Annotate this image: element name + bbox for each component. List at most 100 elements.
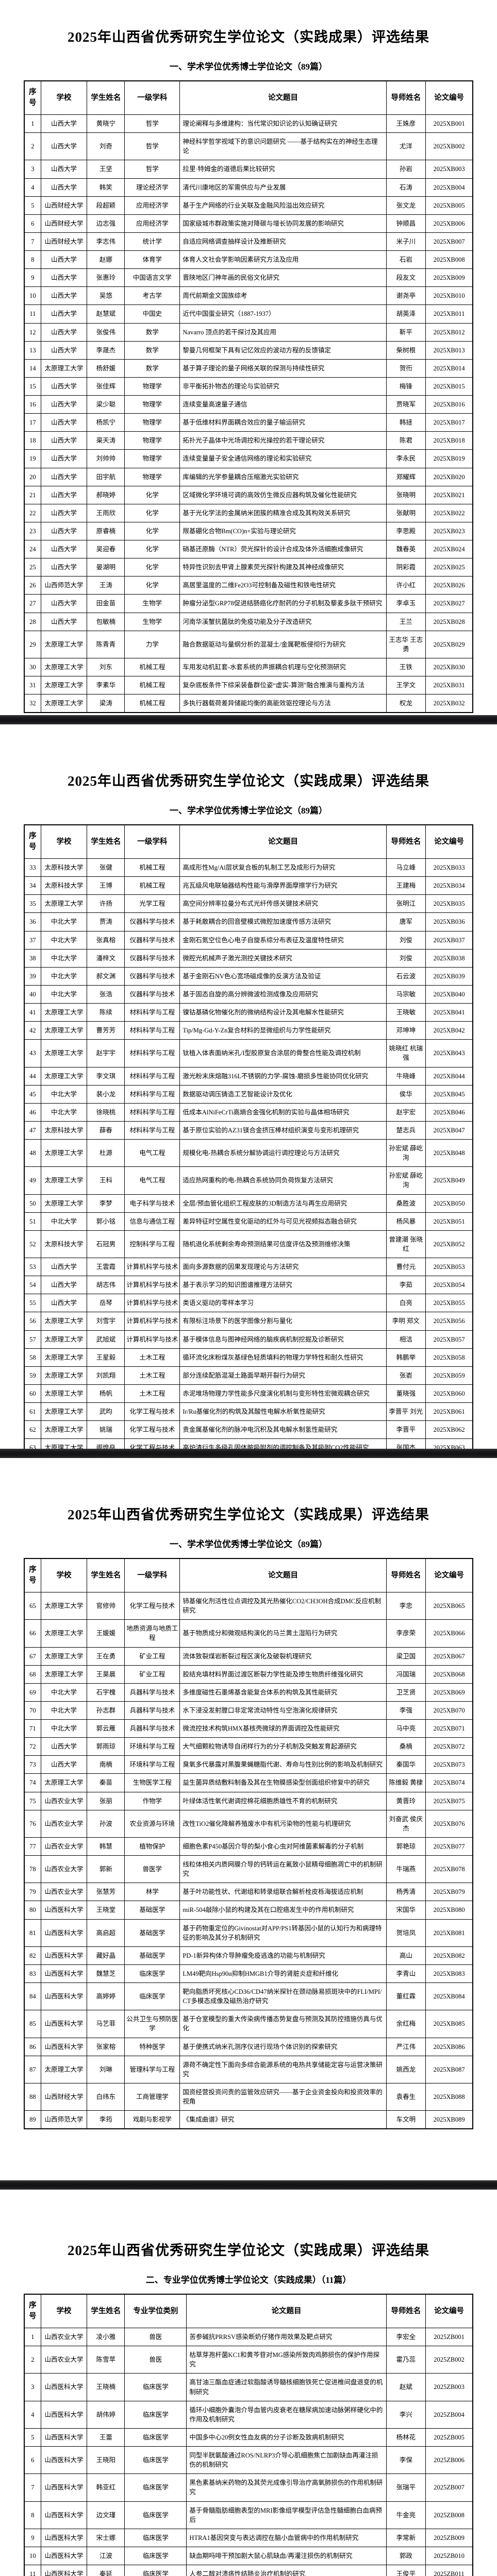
cell-student: 李志伟 (87, 232, 125, 251)
cell-discipline: 兵器科学与技术 (124, 1683, 180, 1702)
cell-title: 微腔光机械声子激光测控关键技术研究 (179, 948, 387, 968)
cell-title: 基于光化学法的金属纳米团簇的精准合成及其构效关系研究 (179, 503, 387, 522)
cell-code: 2025ZB010 (425, 2546, 473, 2566)
cell-discipline: 临床医学 (124, 1964, 180, 1984)
cell-advisor: 张嵛 (386, 1366, 426, 1385)
cell-code: 2025XB059 (425, 1366, 473, 1385)
cell-advisor: 赵斌 (386, 2373, 426, 2401)
cell-advisor: 孙宏斌 薛屹洵 (386, 1166, 426, 1195)
cell-discipline: 仪器科学与技术 (124, 948, 180, 968)
cell-no: 1 (24, 114, 41, 133)
cell-title: 多维度磁性石墨烯基含能复合体系的构筑及其性能研究 (179, 1683, 387, 1702)
cell-no: 24 (24, 540, 41, 559)
table-row: 1 山西农业大学 凌小雅 兽医 苦参碱抗PRRSV感染断奶仔猪作用效果及靶点研究 李宏全 2… (24, 2328, 473, 2347)
table-row: 33 太原科技大学 张健 机械工程 高成形性Mg/Al层状复合板的轧制工艺及成形行为研究… (24, 858, 473, 877)
cell-student: 张真榕 (87, 930, 125, 950)
cell-code: 2025XB087 (425, 2055, 473, 2083)
cell-title: 神经科学哲学视域下的意识问题研究 ——基于结构实在的神经生态理论 (179, 132, 387, 161)
cell-discipline: 物理学 (124, 431, 180, 450)
cell-student: 田宇航 (87, 467, 125, 486)
cell-no: 80 (24, 1901, 41, 1920)
cell-no: 41 (24, 1003, 41, 1022)
table-row: 71 中北大学 郭云雁 兵器科学与技术 微流控技术构筑HMX基核壳微球的界面调控及性能研… (24, 1719, 473, 1738)
cell-discipline: 基础医学 (124, 1901, 180, 1920)
cell-code: 2025XB023 (425, 521, 473, 541)
cell-code: 2025ZB009 (425, 2528, 473, 2547)
cell-advisor: 贺衎 (386, 359, 426, 378)
cell-discipline: 材料科学与工程 (124, 1039, 180, 1067)
column-header-school: 学校 (40, 2294, 88, 2329)
section-heading: 一、学术学位优秀博士学位论文（89篇） (170, 806, 327, 816)
cell-advisor: 马中亮 (386, 1719, 426, 1738)
cell-title: 益生菌异质结敷料制备及其在生物膜感染型创面组织修复中的研究 (179, 1773, 387, 1792)
table-row: 74 太原理工大学 秦苗 生物医学工程 益生菌异质结敷料制备及其在生物膜感染型创面组织修… (24, 1773, 473, 1792)
cell-advisor: 余红梅 (386, 2010, 426, 2038)
cell-advisor: 段友文 (386, 268, 426, 287)
cell-discipline: 体育学 (124, 250, 180, 269)
cell-student: 秦苗 (87, 1773, 125, 1792)
table-row: 55 山西大学 岳琴 计算机科学与技术 类语义驱动的零样本学习 白亮 2025XB055 (24, 1294, 473, 1313)
cell-code: 2025XB011 (425, 304, 473, 324)
table-row: 45 中北大学 裴小龙 材料科学与工程 数据驱动调压铸造工艺智能设计及优化 侯华 2025X… (24, 1084, 473, 1104)
cell-no: 36 (24, 912, 41, 931)
cell-no: 63 (24, 1438, 41, 1449)
table-row: 7 山西医科大学 韩亚红 临床医学 黑色素基纳米药物的及其荧光成像引导治疗高氧肺损伤的作… (24, 2473, 473, 2502)
cell-student: 高婷婷 (87, 1982, 125, 2011)
cell-discipline: 光学工程 (124, 894, 180, 913)
cell-advisor: 郭政 (386, 2546, 426, 2566)
cell-code: 2025XB079 (425, 1883, 473, 1902)
cell-discipline: 化学 (124, 576, 180, 595)
cell-code: 2025XB037 (425, 930, 473, 950)
cell-no: 2 (24, 2346, 41, 2374)
cell-advisor: 杨秀清 (386, 1883, 426, 1902)
cell-advisor: 米子川 (386, 232, 426, 251)
page-title: 2025年山西省优秀研究生学位论文（实践成果）评选结果 (68, 773, 429, 789)
cell-code: 2025ZB007 (425, 2473, 473, 2502)
cell-school: 山西医科大学 (40, 2446, 88, 2475)
cell-advisor: 霍乃蕊 (386, 2346, 426, 2374)
cell-no: 19 (24, 449, 41, 468)
cell-code: 2025XB051 (425, 1212, 473, 1231)
cell-discipline: 兵器科学与技术 (124, 1701, 180, 1720)
cell-title: 面向多源数据的因果发现理论与方法研究 (179, 1258, 387, 1277)
cell-discipline: 机械工程 (124, 694, 180, 713)
cell-title: PD-1新异构体介导肿瘤免疫逃逸的功能与机制研究 (179, 1946, 387, 1965)
cell-discipline: 计算机科学与技术 (124, 1330, 180, 1349)
table-row: 51 中北大学 郭小铭 信息与通信工程 差异特征时空属性变化驱动的红外与可见光视频拟态融… (24, 1212, 473, 1231)
cell-advisor: 陈维毅 黄棣 (386, 1773, 426, 1792)
table-row: 75 山西农业大学 张丽 作物学 叶绿体活性氧代谢调控棉花细胞质雄性不育的机制研究 黄晋玲… (24, 1791, 473, 1810)
cell-no: 38 (24, 948, 41, 968)
cell-student: 王坚 (87, 160, 125, 179)
cell-code: 2025ZB006 (425, 2446, 473, 2475)
cell-code: 2025XB021 (425, 485, 473, 504)
cell-discipline: 物理学 (124, 377, 180, 396)
cell-code: 2025XB055 (425, 1294, 473, 1313)
table-row: 88 山西财经大学 白纬东 工商管理学 国资经营投资问责的监管效应研究——基于企业资金投… (24, 2082, 473, 2111)
cell-advisor: 王建梅 (386, 876, 426, 895)
cell-advisor: 相洁 (386, 1330, 426, 1349)
cell-school: 山西农业大学 (40, 2346, 88, 2374)
cell-student: 王涛 (87, 576, 125, 595)
cell-title: 臭氧多代暴露对黑腹果蝇糖脂代谢、寿命与性别比例的影响及机制研究 (179, 1755, 387, 1774)
cell-title: 国家级城市群政策实施对降碳与增长协同发展的影响研究 (179, 214, 387, 233)
cell-advisor: 高山 (386, 1946, 426, 1965)
cell-advisor: 董红霖 (386, 1982, 426, 2011)
section-heading: 一、学术学位优秀博士学位论文（89篇） (170, 62, 327, 72)
cell-student: 李晟杰 (87, 341, 125, 360)
cell-advisor: 王姝彦 (386, 114, 426, 133)
cell-advisor: 石涛 (386, 178, 426, 197)
cell-no: 53 (24, 1258, 41, 1277)
cell-discipline: 考古学 (124, 286, 180, 306)
cell-school: 太原理工大学 (40, 1592, 88, 1620)
table-row: 15 山西大学 张佳辉 物理学 非平衡拓扑物态的理论与实验研究 梅锋 2025XB015 (24, 377, 473, 396)
cell-title: 叶绿体活性氧代谢调控棉花细胞质雄性不育的机制研究 (179, 1791, 387, 1810)
cell-advisor: 胡英泽 (386, 304, 426, 324)
table-row: 79 山西农业大学 张慧芳 林学 基于叶功能性状、代谢组和转录组联合解析栓皮栎海拔适应机… (24, 1883, 473, 1902)
cell-student: 田金苗 (87, 594, 125, 613)
cell-school: 太原理工大学 (40, 694, 88, 713)
cell-discipline: 物理学 (124, 395, 180, 414)
cell-no: 33 (24, 858, 41, 877)
cell-advisor: 袁春生 (386, 2082, 426, 2111)
cell-student: 薛春 (87, 1121, 125, 1140)
cell-school: 山西大学 (40, 377, 88, 396)
